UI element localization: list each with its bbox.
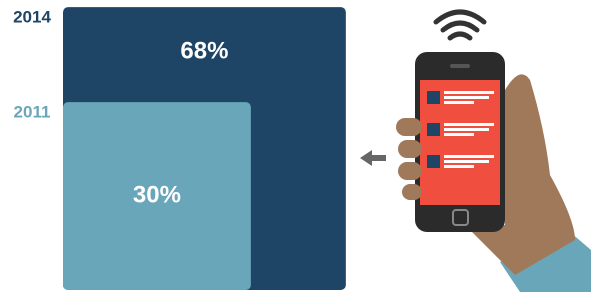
chart: 2014 2011 68% 30% [0,0,591,292]
page: 2014 2011 68% 30% [0,0,591,292]
chart-area: 2014 2011 68% 30% [13,7,346,290]
phone-illustration [360,12,591,292]
value-label: 30% [133,181,181,208]
value-label: 68% [180,37,228,64]
year-label: 2011 [14,103,51,122]
wifi-icon [436,12,484,38]
arrow [360,150,386,166]
speaker [450,64,470,68]
year-label: 2014 [13,8,51,27]
